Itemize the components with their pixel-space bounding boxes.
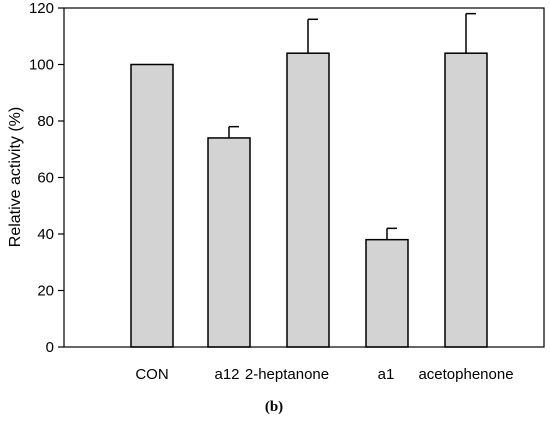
y-tick-label: 80 <box>37 113 54 130</box>
x-tick-label: acetophenone <box>418 366 513 383</box>
x-tick-label: a1 <box>378 366 395 383</box>
x-tick-label: CON <box>135 366 168 383</box>
y-tick-label: 60 <box>37 170 54 187</box>
x-axis-labels: CON a12 2-heptanone a1 acetophenone <box>135 366 513 383</box>
bar-2-heptanone <box>286 52 330 348</box>
error-bar-2-heptanone <box>307 18 318 54</box>
x-tick-label: 2-heptanone <box>245 366 329 383</box>
figure-caption: (b) <box>265 399 283 415</box>
y-axis-title: Relative activity (%) <box>7 107 24 247</box>
error-bars <box>228 12 476 240</box>
bar-acetophenone <box>444 52 488 348</box>
bars <box>130 52 488 348</box>
x-tick-label: a12 <box>214 366 239 383</box>
bar-a12 <box>207 137 251 348</box>
plot-frame <box>63 7 545 348</box>
y-tick-label: 100 <box>29 57 54 74</box>
error-bar-acetophenone <box>465 12 476 54</box>
y-tick-label: 120 <box>29 0 54 17</box>
error-bar-a12 <box>228 125 239 138</box>
bar-a1 <box>365 238 409 348</box>
y-tick-label: 20 <box>37 283 54 300</box>
bar-CON <box>130 63 174 348</box>
y-tick-label: 40 <box>37 226 54 243</box>
error-bar-a1 <box>386 227 397 240</box>
y-axis-ticks: 0 20 40 60 80 100 120 <box>29 0 64 356</box>
y-tick-label: 0 <box>46 339 54 356</box>
